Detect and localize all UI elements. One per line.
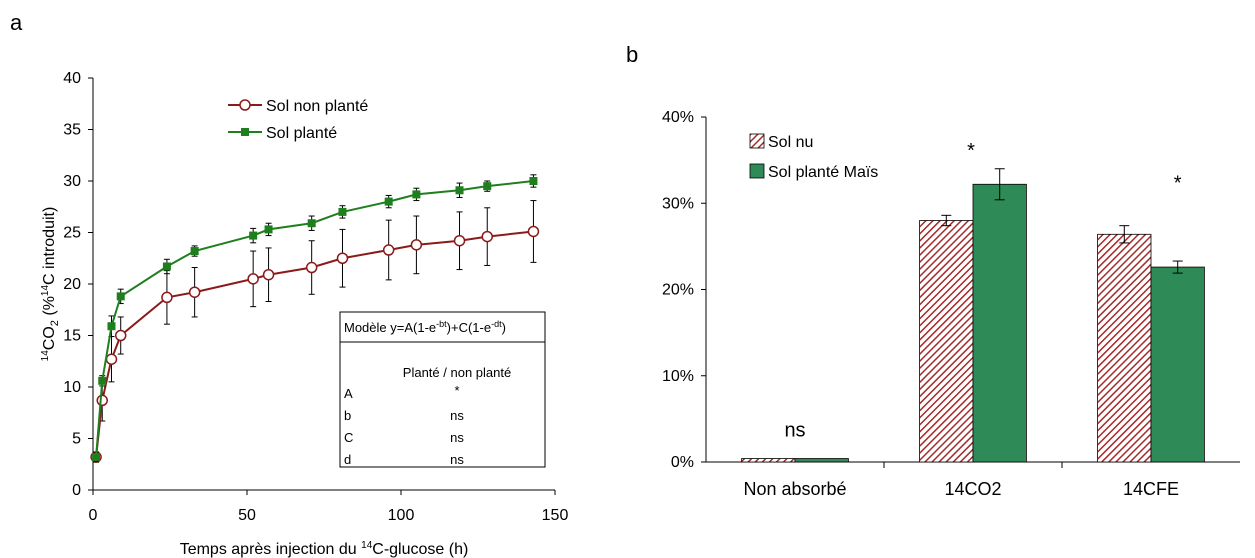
y-tick-label-a-7: 35 — [63, 122, 81, 139]
data-point-non-plante-11 — [410, 239, 423, 251]
model-box-frame — [339, 311, 546, 468]
y-tick-label-b-1: 10% — [662, 368, 694, 385]
legend-a: Sol non planté Sol planté — [228, 98, 368, 142]
model-row-value-d: ns — [450, 452, 464, 467]
legend-b: Sol nu Sol planté Maïs — [749, 133, 878, 181]
model-row-param-b: b — [344, 408, 351, 423]
data-point-plante-3 — [116, 292, 125, 301]
x-tick-label-a-0: 0 — [89, 507, 98, 524]
y-tick-label-a-3: 15 — [63, 328, 81, 345]
y-tick-label-a-5: 25 — [63, 225, 81, 242]
data-point-plante-6 — [249, 231, 258, 240]
data-point-non-plante-3 — [114, 329, 127, 342]
legend-label-non-plante: Sol non planté — [266, 98, 368, 115]
bar-sol-nu-2 — [1097, 233, 1152, 463]
model-row-param-d: d — [344, 452, 351, 467]
model-box: Modèle y=A(1-e-bt)+C(1-e-dt) Planté / no… — [339, 311, 546, 468]
data-point-non-plante-5 — [188, 286, 201, 298]
model-row-value-c: ns — [450, 430, 464, 445]
legend-marker-plante — [241, 128, 249, 136]
legend-marker-non-plante — [239, 99, 251, 111]
data-point-plante-0 — [92, 453, 101, 462]
x-tick-label-b-0: Non absorbé — [743, 479, 846, 499]
line-chart-panel-a: 0 5 10 15 20 25 30 35 40 0 50 100 150 14CO2 (%14C in… — [40, 70, 568, 558]
y-tick-label-b-4: 40% — [662, 109, 694, 126]
y-tick-label-a-2: 10 — [63, 379, 81, 396]
x-tick-label-b-1: 14CO2 — [944, 479, 1001, 499]
x-tick-label-a-1: 50 — [238, 507, 256, 524]
data-point-plante-7 — [264, 225, 273, 234]
y-tick-label-b-2: 20% — [662, 282, 694, 299]
significance-annotation-2: * — [1174, 173, 1182, 195]
data-point-non-plante-1 — [96, 394, 108, 407]
model-row-param-c: C — [344, 430, 353, 445]
data-point-plante-11 — [412, 190, 421, 199]
model-box-column-header: Planté / non planté — [403, 365, 511, 380]
y-tick-label-a-8: 40 — [63, 70, 81, 87]
data-point-non-plante-9 — [336, 252, 349, 264]
data-point-non-plante-14 — [527, 225, 540, 238]
data-point-plante-10 — [384, 197, 393, 206]
significance-annotation-0: ns — [784, 420, 805, 442]
model-box-title: Modèle y=A(1-e-bt)+C(1-e-dt) — [344, 319, 506, 335]
data-point-non-plante-12 — [453, 234, 466, 247]
panel-label-b: b — [626, 42, 638, 67]
x-tick-label-a-2: 100 — [388, 507, 415, 524]
data-point-plante-5 — [190, 247, 199, 256]
data-point-plante-12 — [455, 186, 464, 195]
bar-chart-panel-b: 0% 10% 20% 30% 40% Non absorbé 14CO2 14CFE ns * *… — [662, 109, 1240, 499]
data-point-non-plante-2 — [105, 353, 118, 365]
data-point-non-plante-4 — [161, 291, 173, 304]
y-tick-label-a-4: 20 — [63, 276, 81, 293]
model-row-value-a: * — [454, 383, 459, 398]
significance-annotation-1: * — [967, 140, 975, 162]
data-point-plante-4 — [162, 262, 171, 271]
legend-swatch-sol-plante-mais — [749, 163, 765, 179]
y-tick-label-a-0: 0 — [72, 482, 81, 499]
data-point-non-plante-6 — [247, 273, 259, 285]
legend-label-sol-plante-mais: Sol planté Maïs — [768, 164, 878, 181]
data-point-plante-9 — [338, 207, 347, 216]
y-tick-label-b-0: 0% — [671, 454, 694, 471]
bar-sol-plante-mais-0 — [794, 458, 849, 463]
data-point-non-plante-8 — [305, 261, 318, 274]
x-tick-label-a-3: 150 — [542, 507, 569, 524]
model-row-value-b: ns — [450, 408, 464, 423]
model-row-param-a: A — [344, 386, 353, 401]
legend-label-plante: Sol planté — [266, 125, 337, 142]
data-point-plante-8 — [307, 219, 316, 228]
x-tick-label-b-2: 14CFE — [1123, 479, 1179, 499]
bar-sol-plante-mais-1 — [972, 183, 1027, 463]
data-point-plante-1 — [98, 376, 107, 385]
legend-label-sol-nu: Sol nu — [768, 134, 813, 151]
panel-label-a: a — [10, 10, 23, 35]
data-point-non-plante-13 — [481, 230, 493, 243]
data-point-plante-14 — [529, 177, 538, 185]
y-tick-label-a-6: 30 — [63, 173, 81, 190]
y-tick-label-b-3: 30% — [662, 195, 694, 212]
data-point-non-plante-10 — [382, 244, 395, 256]
data-point-plante-2 — [107, 322, 116, 331]
bar-sol-plante-mais-2 — [1150, 266, 1205, 463]
y-axis-label-a: 14CO2 (%14C introduit) — [40, 207, 61, 362]
data-point-non-plante-7 — [262, 268, 275, 281]
bar-sol-nu-0 — [741, 458, 796, 463]
x-axis-label-a: Temps après injection du 14C-glucose (h) — [180, 540, 469, 558]
legend-swatch-sol-nu — [749, 133, 765, 149]
y-tick-label-a-1: 5 — [72, 431, 81, 448]
data-point-plante-13 — [483, 182, 492, 191]
bar-sol-nu-1 — [919, 220, 974, 463]
